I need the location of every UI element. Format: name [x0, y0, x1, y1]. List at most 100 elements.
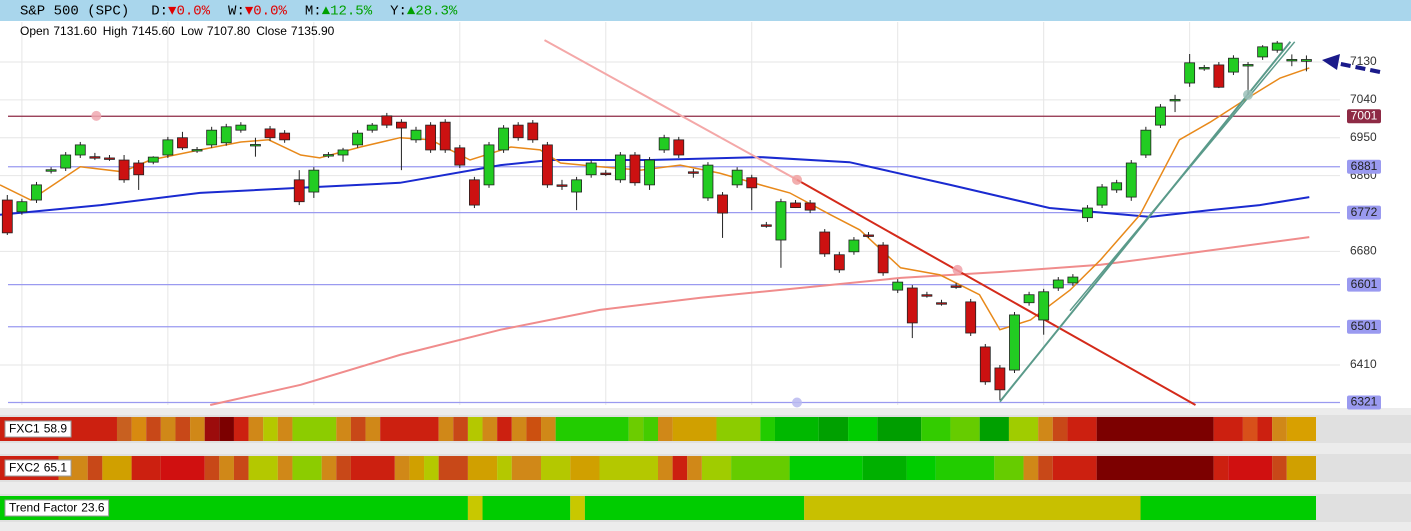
ohlc-label: Open: [20, 24, 49, 38]
plot-area: [0, 22, 1340, 408]
candle-body: [220, 126, 232, 144]
indicator-cell: [467, 456, 498, 480]
overlay-line: [796, 178, 1196, 406]
indicator-cell: [570, 456, 600, 480]
indicator-cell: [131, 456, 161, 480]
indicator-cell: [804, 496, 1141, 520]
candle-body: [877, 244, 889, 274]
candle-body: [104, 157, 115, 160]
candle-body: [337, 149, 349, 156]
candle-body: [1286, 59, 1298, 62]
candle-body: [293, 179, 305, 203]
candle-body: [1009, 314, 1020, 371]
candle-body: [863, 234, 874, 237]
candle-body: [979, 346, 991, 383]
candle-body: [687, 171, 699, 174]
level-label: 6601: [1351, 277, 1378, 291]
candle-body: [556, 184, 568, 187]
indicator-cell: [628, 417, 644, 441]
y-tick-label: 6410: [1350, 357, 1377, 371]
indicator-cell: [1096, 417, 1214, 441]
indicator-value: 58.9: [44, 422, 68, 436]
indicator-cell: [511, 417, 527, 441]
ohlc-value: 7145.60: [131, 24, 175, 38]
indicator-cell: [877, 417, 922, 441]
last-price-arrow: [1322, 54, 1381, 74]
candle-body: [162, 139, 174, 156]
overlay-line: [544, 39, 798, 181]
ohlc-value: 7107.80: [207, 24, 251, 38]
candle-body: [731, 169, 743, 186]
candle-body: [1052, 279, 1064, 289]
candle-body: [600, 172, 612, 175]
overlay-line: [0, 67, 1310, 331]
overlay-line: [1069, 41, 1296, 312]
indicator-cell: [233, 417, 249, 441]
change-value: 28.3%: [415, 4, 458, 20]
level-box: [1347, 159, 1381, 174]
indicator-cell: [1228, 456, 1273, 480]
ohlc-line: Open 7131.60 High 7145.60 Low 7107.80 Close 713…: [20, 24, 335, 38]
indicator-value: 23.6: [81, 501, 105, 515]
indicator-cell: [380, 417, 439, 441]
level-box: [1347, 277, 1381, 292]
candle-body: [1155, 106, 1166, 126]
indicator-cell: [1052, 417, 1068, 441]
indicator-cell: [438, 417, 454, 441]
candle-body: [571, 179, 582, 193]
candle-body: [45, 169, 57, 172]
candle-body: [702, 164, 714, 199]
level-label: 6772: [1351, 205, 1378, 219]
candle-body: [60, 154, 72, 169]
overlay-line: [209, 236, 1310, 406]
indicator-cell: [774, 417, 819, 441]
indicator-cell: [365, 417, 381, 441]
candle-body: [746, 177, 758, 189]
ohlc-label: Low: [181, 24, 203, 38]
candle-body: [585, 162, 597, 176]
indicator-cell: [716, 417, 761, 441]
indicator-cell: [263, 417, 278, 441]
change-label: M:: [305, 4, 322, 20]
arrow-head: [1322, 54, 1340, 70]
indicator-cell: [935, 456, 995, 480]
indicator-cell: [394, 456, 410, 480]
overlay-line: [0, 156, 1310, 218]
indicator-cell: [248, 417, 264, 441]
indicator-cell: [336, 417, 351, 441]
line-marker: [791, 397, 802, 408]
indicator-cell: [350, 417, 366, 441]
candle-body: [425, 124, 437, 151]
candle-body: [366, 124, 378, 131]
candle-body: [1125, 162, 1137, 198]
change-arrow: ▲: [407, 4, 416, 20]
indicator-cell: [277, 417, 293, 441]
candle-body: [1184, 62, 1196, 84]
candle-body: [1, 199, 13, 234]
candle-body: [1096, 186, 1108, 206]
indicator-cell: [1286, 417, 1316, 441]
candle-body: [74, 144, 86, 156]
candle-body: [133, 162, 145, 176]
candle-body: [541, 144, 553, 186]
indicator-cell: [438, 456, 468, 480]
line-marker: [1243, 89, 1254, 100]
indicator-cell: [497, 417, 512, 441]
indicator-cell: [204, 417, 220, 441]
ohlc-value: 7131.60: [53, 24, 97, 38]
level-label: 6321: [1351, 395, 1378, 409]
level-label: 6501: [1351, 319, 1378, 333]
indicator-cell: [1213, 417, 1243, 441]
change-arrow: ▼: [168, 4, 177, 20]
indicator-cell: [467, 496, 483, 520]
y-tick-label: 7040: [1350, 92, 1377, 106]
candle-body: [279, 132, 291, 141]
candle-body: [352, 132, 364, 146]
candle-body: [498, 127, 509, 151]
line-marker: [791, 174, 802, 185]
indicator-cell: [277, 456, 293, 480]
level-box: [1347, 205, 1381, 220]
indicator-label-box: [4, 499, 110, 517]
candle-body: [250, 144, 261, 147]
candle-body: [1257, 46, 1269, 58]
